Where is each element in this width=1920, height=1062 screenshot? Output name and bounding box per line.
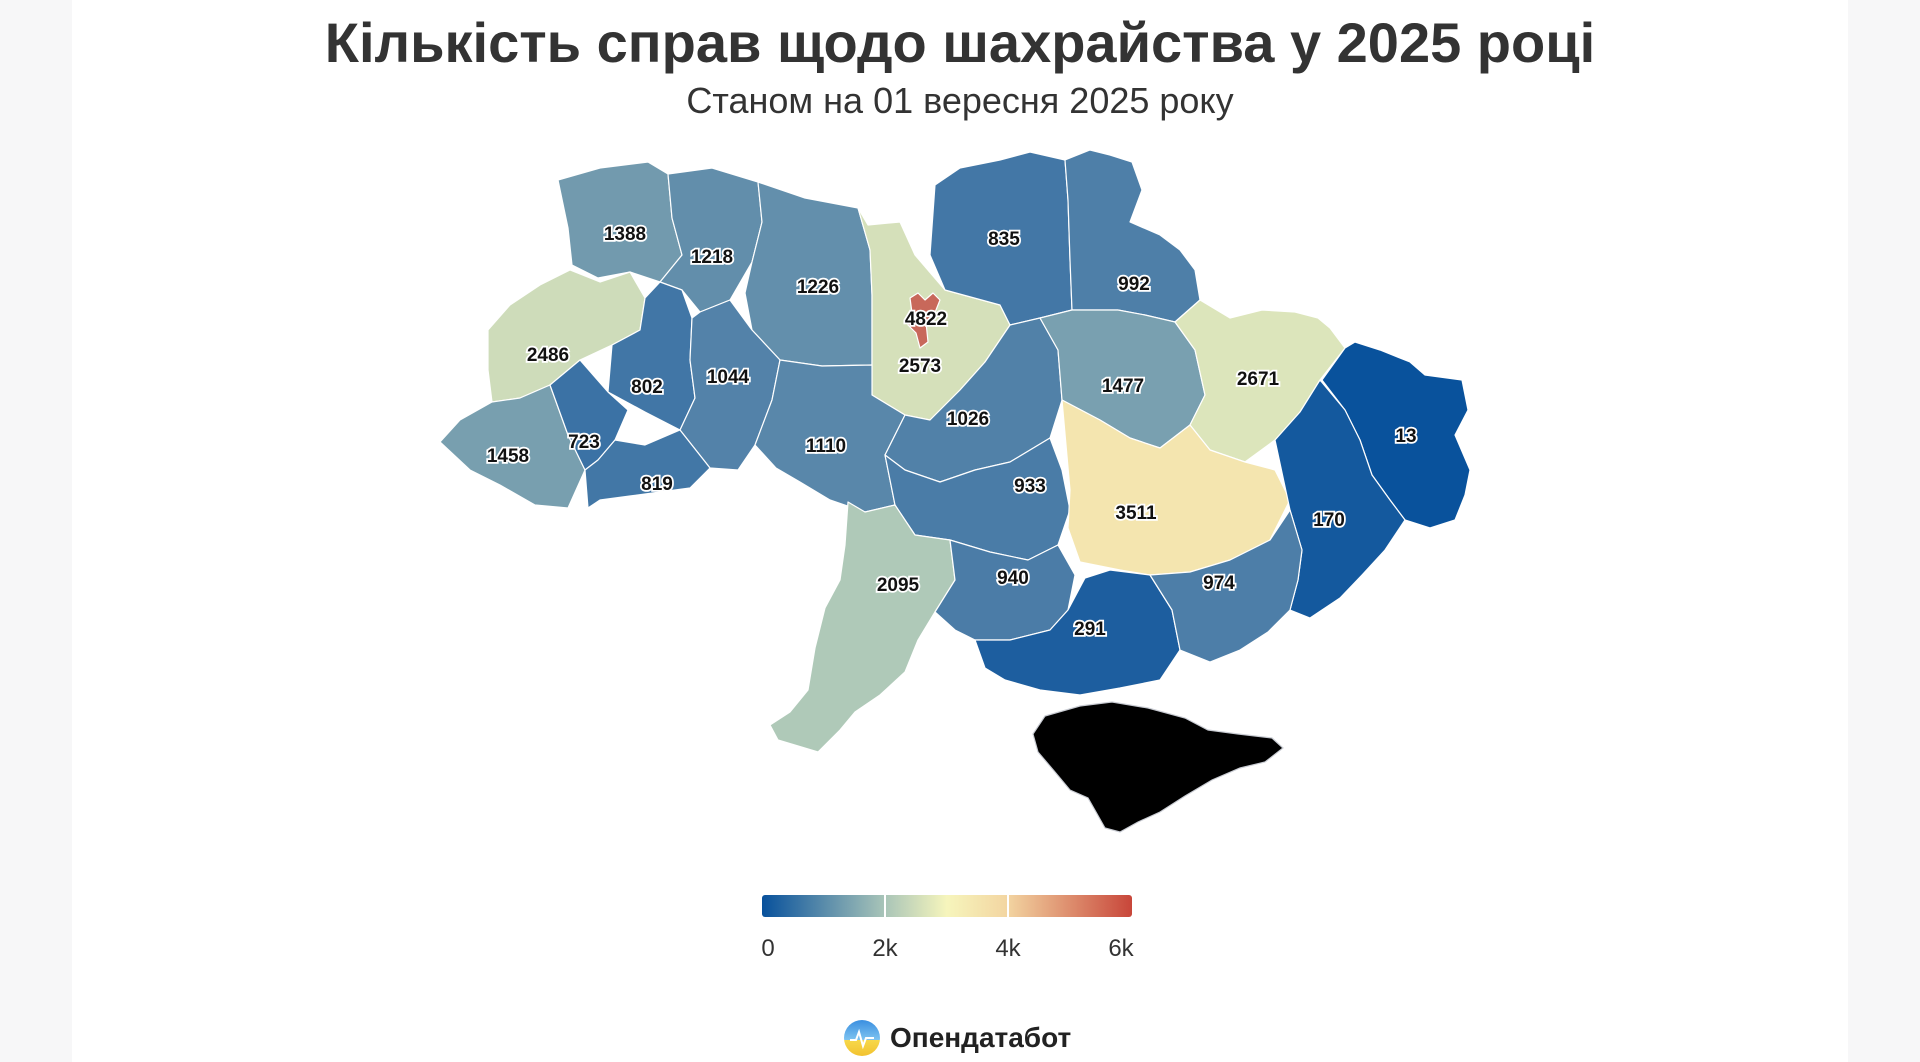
- region-value-label-lviv: 2486: [527, 345, 569, 366]
- region-value-label-chernivtsi: 819: [641, 474, 673, 495]
- legend-gradient-bar: [762, 895, 1132, 917]
- region-value-label-donetsk: 170: [1313, 510, 1345, 531]
- region-odesa: [769, 501, 956, 753]
- region-value-label-kirovohrad: 933: [1014, 476, 1046, 497]
- region-value-label-kyiv-oblast: 2573: [899, 356, 941, 377]
- region-chernivtsi: [584, 429, 711, 509]
- color-legend: 0 2k 4k 6k: [761, 895, 1135, 962]
- map-title: Кількість справ щодо шахрайства у 2025 р…: [324, 11, 1596, 74]
- region-volyn: [557, 161, 683, 283]
- region-value-label-zaporizhzhia: 974: [1203, 573, 1235, 594]
- brand: Опендатабот: [842, 1016, 1071, 1060]
- region-value-label-rivne: 1218: [691, 247, 733, 268]
- region-value-label-kyiv-city: 4822: [905, 309, 947, 330]
- brand-name: Опендатабот: [890, 1022, 1072, 1053]
- legend-tick: 6k: [1108, 935, 1134, 962]
- region-crimea: [1032, 701, 1284, 833]
- legend-tick: 4k: [995, 935, 1021, 962]
- region-dnipro: [1061, 399, 1291, 576]
- region-sumy: [1064, 149, 1201, 323]
- region-value-label-mykolaiv: 940: [997, 568, 1029, 589]
- region-zaporizhzhia: [1149, 509, 1303, 663]
- region-zhytomyr: [744, 181, 873, 367]
- region-value-label-chernihiv: 835: [988, 229, 1020, 250]
- map-subtitle: Станом на 01 вересня 2025 року: [686, 80, 1234, 121]
- legend-tick: 0: [761, 935, 774, 962]
- region-value-label-kharkiv: 2671: [1237, 369, 1280, 390]
- legend-tick: 2k: [872, 935, 898, 962]
- regions-layer: [439, 149, 1471, 753]
- region-value-label-cherkasy: 1026: [947, 409, 989, 430]
- region-value-label-ivano-frankivsk: 723: [568, 432, 600, 453]
- opendatabot-logo-icon: [844, 1020, 880, 1056]
- region-value-label-sumy: 992: [1118, 274, 1150, 295]
- region-value-label-poltava: 1477: [1102, 376, 1144, 397]
- region-value-label-odesa: 2095: [877, 575, 920, 596]
- region-value-label-vinnytsia: 1110: [806, 436, 846, 457]
- region-value-label-zhytomyr: 1226: [797, 277, 839, 298]
- region-value-label-khmelnytskyi: 1044: [707, 367, 750, 388]
- region-value-label-ternopil: 802: [631, 377, 663, 398]
- region-value-label-kherson: 291: [1074, 619, 1106, 640]
- region-kyiv-city: [907, 292, 941, 349]
- labels-layer: 1388 1218 1226 2573 4822 835 992 2486 802 1044 111…: [485, 222, 1418, 642]
- region-zakarpattia: [439, 384, 586, 509]
- region-value-label-dnipro: 3511: [1115, 503, 1157, 524]
- region-value-label-volyn: 1388: [604, 224, 646, 245]
- region-value-label-luhansk: 13: [1395, 426, 1416, 447]
- region-value-label-zakarpattia: 1458: [487, 446, 529, 467]
